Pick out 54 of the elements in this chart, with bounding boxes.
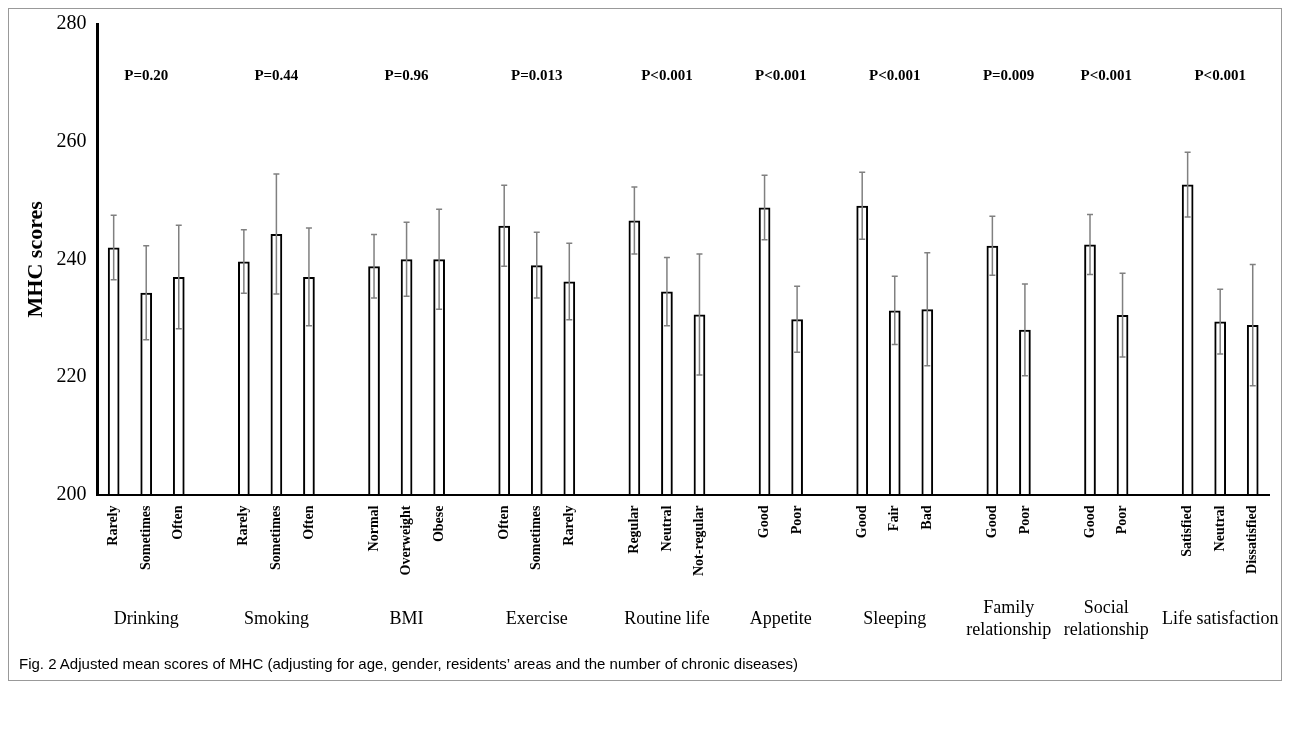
annotation: P=0.96 bbox=[384, 66, 430, 83]
y-tick-label: 240 bbox=[56, 246, 87, 269]
text: Life satisfaction bbox=[1161, 607, 1279, 628]
x-tick-label: Poor bbox=[788, 505, 804, 535]
annotation: P<0.001 bbox=[755, 66, 807, 83]
x-tick-label: Poor bbox=[1016, 505, 1032, 535]
text: Sleeping bbox=[863, 607, 927, 628]
text: Drinking bbox=[113, 607, 179, 628]
text: Family relationship bbox=[966, 596, 1052, 639]
x-tick-label: Satisfied bbox=[1179, 505, 1195, 557]
x-tick-label: Poor bbox=[1114, 505, 1130, 535]
x-tick-label: Fair bbox=[886, 505, 902, 532]
caption: Fig. 2 Adjusted mean scores of MHC (adjusting for age, gender, residents’ areas and the number of chronic diseases) bbox=[18, 654, 800, 674]
annotation: P=0.44 bbox=[254, 66, 299, 83]
x-tick-label: Neutral bbox=[1211, 505, 1227, 552]
text: Social relationship bbox=[1063, 596, 1149, 639]
y-axis-title: MHC scores bbox=[21, 200, 47, 318]
annotation: P=0.20 bbox=[124, 66, 169, 83]
x-tick-label: Sometimes bbox=[528, 504, 544, 571]
x-tick-label: Obese bbox=[430, 505, 446, 543]
annotation: P<0.001 bbox=[869, 66, 921, 83]
text: Smoking bbox=[243, 607, 309, 628]
text: BMI bbox=[389, 607, 424, 628]
x-tick-label: Overweight bbox=[398, 505, 414, 576]
text: Routine life bbox=[624, 607, 710, 628]
annotation: P=0.009 bbox=[982, 66, 1035, 83]
x-tick-label: Rarely bbox=[105, 505, 121, 546]
text: Exercise bbox=[505, 607, 568, 628]
x-tick-label: Good bbox=[853, 505, 869, 539]
y-tick-label: 220 bbox=[56, 364, 87, 387]
x-tick-label: Rarely bbox=[235, 505, 251, 546]
x-tick-label: Neutral bbox=[658, 505, 674, 552]
annotation: P=0.013 bbox=[511, 66, 563, 83]
annotation: P<0.001 bbox=[1194, 66, 1246, 83]
x-tick-label: Good bbox=[1081, 505, 1097, 539]
x-tick-label: Not-regular bbox=[691, 505, 707, 576]
x-tick-label: Dissatisfied bbox=[1244, 505, 1260, 574]
x-tick-label: Sometimes bbox=[137, 504, 153, 571]
x-tick-label: Good bbox=[983, 505, 999, 539]
y-tick-label: 280 bbox=[56, 11, 87, 34]
x-tick-label: Sometimes bbox=[268, 504, 283, 571]
x-tick-label: Often bbox=[495, 505, 511, 540]
x-tick-label: Often bbox=[170, 505, 186, 540]
x-tick-label: Rarely bbox=[560, 505, 576, 546]
x-tick-label: Bad bbox=[918, 505, 934, 530]
x-tick-label: Often bbox=[300, 505, 316, 540]
y-tick-label: 260 bbox=[56, 128, 87, 151]
y-tick-label: 200 bbox=[56, 481, 87, 504]
x-tick-label: Normal bbox=[365, 505, 381, 552]
x-tick-label: Regular bbox=[625, 505, 641, 554]
text: Appetite bbox=[749, 607, 812, 628]
annotation: P<0.001 bbox=[1080, 66, 1133, 83]
x-tick-label: Good bbox=[756, 505, 772, 539]
annotation: P<0.001 bbox=[641, 66, 693, 83]
